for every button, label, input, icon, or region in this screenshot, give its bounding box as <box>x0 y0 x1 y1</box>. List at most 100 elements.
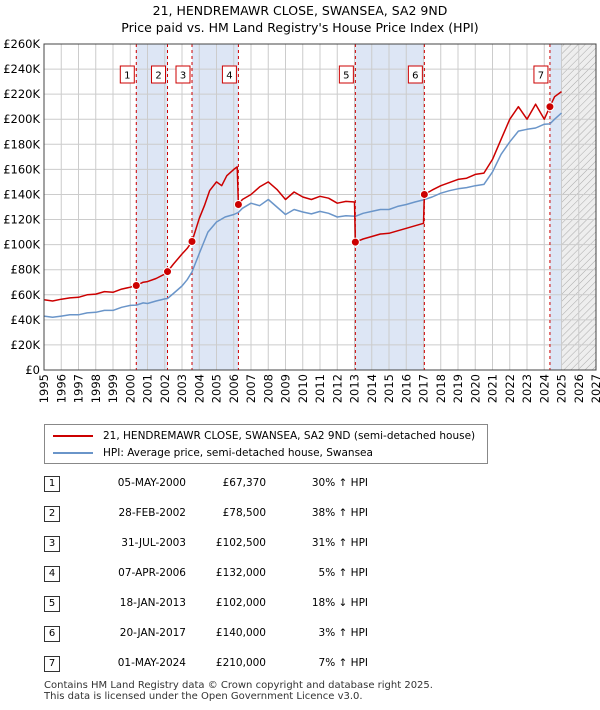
y-tick-label: £180K <box>3 137 40 151</box>
sale-date: 31-JUL-2003 <box>121 537 186 549</box>
x-tick-label: 2019 <box>451 374 465 403</box>
y-tick-label: £240K <box>3 62 40 76</box>
legend-label-property: 21, HENDREMAWR CLOSE, SWANSEA, SA2 9ND (… <box>103 430 476 442</box>
table-row: 4 07-APR-2006 £132,000 5% ↑ HPI <box>44 560 444 590</box>
y-tick-label: £120K <box>3 213 40 227</box>
sale-label-box <box>533 65 549 84</box>
x-tick-label: 2003 <box>175 374 189 403</box>
sale-price: £67,370 <box>222 477 266 489</box>
sale-number: 4 <box>44 566 60 582</box>
sale-number: 1 <box>44 476 60 492</box>
sale-price: £102,000 <box>215 597 266 609</box>
sale-date: 01-MAY-2024 <box>117 657 186 669</box>
y-tick-label: £260K <box>3 37 40 51</box>
sale-label-box <box>221 65 237 84</box>
price-chart: 1 2 3 4 5 6 7 £0 £20K £40K £60K £80K £100K £120K £140K… <box>3 37 600 403</box>
x-tick-label: 2001 <box>141 374 155 403</box>
x-tick-label: 2026 <box>572 374 586 403</box>
sale-number: 5 <box>44 596 60 612</box>
y-tick-label: £220K <box>3 87 40 101</box>
footer: Contains HM Land Registry data © Crown c… <box>44 680 433 702</box>
sale-hpi-diff: 7% ↑ HPI <box>318 657 368 669</box>
x-tick-label: 1996 <box>54 374 68 403</box>
x-tick-label: 2025 <box>555 374 569 403</box>
sale-point <box>187 236 197 246</box>
x-tick-label: 2013 <box>348 374 362 403</box>
plot-frame <box>43 43 597 371</box>
property-series-line <box>43 90 562 302</box>
table-row: 5 18-JAN-2013 £102,000 18% ↓ HPI <box>44 590 444 620</box>
sale-date: 07-APR-2006 <box>118 567 186 579</box>
sale-point <box>233 199 243 209</box>
x-tick-label: 2021 <box>486 374 500 403</box>
sale-price: £140,000 <box>215 627 266 639</box>
sale-hpi-diff: 5% ↑ HPI <box>318 567 368 579</box>
sale-date: 20-JAN-2017 <box>119 627 186 639</box>
y-tick-label: £100K <box>3 238 40 252</box>
sale-label-box <box>175 65 191 84</box>
sale-hpi-diff: 31% ↑ HPI <box>311 537 368 549</box>
sale-label-text: 1 <box>124 71 130 82</box>
table-row: 7 01-MAY-2024 £210,000 7% ↑ HPI <box>44 650 444 680</box>
x-tick-label: 2020 <box>468 374 482 403</box>
sale-label-box <box>119 65 135 84</box>
y-tick-label: £40K <box>11 313 41 327</box>
x-tick-label: 2017 <box>417 374 431 403</box>
sale-point <box>419 189 429 199</box>
sale-hpi-diff: 38% ↑ HPI <box>311 507 368 519</box>
sale-number: 3 <box>44 536 60 552</box>
x-tick-label: 2011 <box>313 374 327 403</box>
x-tick-label: 2010 <box>296 374 310 403</box>
x-tick-label: 2000 <box>123 374 137 403</box>
sale-label-text: 3 <box>180 71 186 82</box>
sale-label-text: 6 <box>412 71 418 82</box>
sale-price: £210,000 <box>215 657 266 669</box>
x-tick-label: 2014 <box>365 374 379 403</box>
footer-licence: This data is licensed under the Open Gov… <box>44 691 363 702</box>
x-tick-label: 2005 <box>210 374 224 403</box>
sale-number: 7 <box>44 656 60 672</box>
sale-period-shade <box>136 44 168 370</box>
y-tick-label: £200K <box>3 112 40 126</box>
x-tick-label: 2027 <box>589 374 600 403</box>
chart-title-block: 21, HENDREMAWR CLOSE, SWANSEA, SA2 9ND P… <box>0 2 600 36</box>
hpi-series-line <box>43 112 563 319</box>
sale-label-text: 7 <box>538 71 544 82</box>
sale-label-text: 5 <box>343 71 349 82</box>
legend-line-property <box>53 435 93 437</box>
y-tick-label: £160K <box>3 162 40 176</box>
footer-copyright: Contains HM Land Registry data © Crown c… <box>44 680 433 691</box>
x-tick-label: 1997 <box>72 374 86 403</box>
sale-date: 18-JAN-2013 <box>119 597 186 609</box>
legend-label-hpi: HPI: Average price, semi-detached house,… <box>103 447 373 459</box>
sale-label-box <box>407 65 423 84</box>
sale-label-text: 2 <box>155 71 161 82</box>
legend-line-hpi <box>53 452 93 454</box>
x-tick-label: 2022 <box>503 374 517 403</box>
x-tick-label: 2007 <box>244 374 258 403</box>
sale-point <box>131 281 141 291</box>
x-tick-label: 2008 <box>261 374 275 403</box>
sale-hpi-diff: 30% ↑ HPI <box>311 477 368 489</box>
sale-label-box <box>338 65 354 84</box>
sale-label-text: 4 <box>226 71 232 82</box>
sale-price: £102,500 <box>215 537 266 549</box>
x-tick-label: 2002 <box>158 374 172 403</box>
x-tick-label: 2018 <box>434 374 448 403</box>
sale-hpi-diff: 18% ↓ HPI <box>311 597 368 609</box>
sale-period-shade <box>549 44 562 370</box>
sale-point <box>163 267 173 277</box>
x-tick-label: 2015 <box>382 374 396 403</box>
x-tick-label: 2009 <box>279 374 293 403</box>
sale-price: £78,500 <box>222 507 266 519</box>
table-row: 6 20-JAN-2017 £140,000 3% ↑ HPI <box>44 620 444 650</box>
x-tick-label: 2004 <box>192 374 206 403</box>
sale-number: 2 <box>44 506 60 522</box>
x-tick-label: 1999 <box>106 374 120 403</box>
chart-legend: 21, HENDREMAWR CLOSE, SWANSEA, SA2 9ND (… <box>44 424 488 464</box>
sale-number: 6 <box>44 626 60 642</box>
chart-subtitle: Price paid vs. HM Land Registry's House … <box>121 20 479 35</box>
x-tick-label: 2024 <box>537 374 551 403</box>
y-tick-label: £60K <box>11 288 41 302</box>
y-tick-label: £20K <box>11 338 41 352</box>
